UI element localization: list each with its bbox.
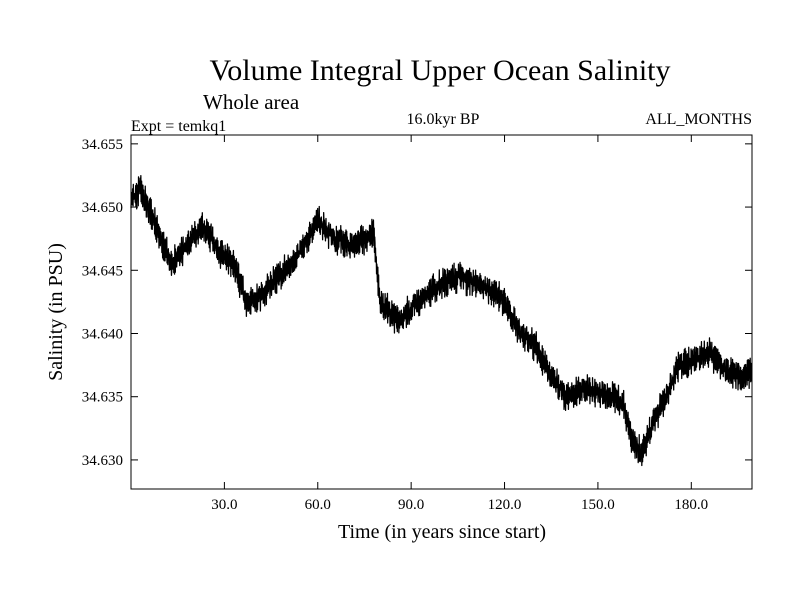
x-axis: 30.0 60.0 90.0 120.0 150.0 180.0 — [211, 135, 708, 513]
chart-title: Volume Integral Upper Ocean Salinity — [210, 54, 671, 87]
y-tick-label: 34.645 — [82, 263, 123, 279]
x-tick-label: 120.0 — [488, 497, 522, 513]
y-axis: 34.630 34.635 34.640 34.645 34.650 34.655 — [82, 137, 752, 469]
plot-area — [130, 134, 753, 490]
x-tick-label: 60.0 — [305, 497, 331, 513]
y-tick-label: 34.640 — [82, 326, 123, 342]
x-tick-label: 150.0 — [581, 497, 615, 513]
y-tick-label: 34.635 — [82, 390, 123, 406]
x-axis-label: Time (in years since start) — [338, 521, 546, 543]
months-label: ALL_MONTHS — [645, 111, 752, 128]
series-line-salinity — [130, 175, 753, 467]
y-axis-label: Salinity (in PSU) — [45, 243, 67, 381]
x-tick-label: 180.0 — [674, 497, 708, 513]
plot-frame — [130, 134, 753, 490]
y-tick-label: 34.655 — [82, 137, 123, 153]
x-tick-label: 30.0 — [211, 497, 237, 513]
experiment-label: Expt = temkq1 — [131, 118, 226, 135]
chart-subtitle: Whole area — [203, 90, 300, 114]
x-tick-label: 90.0 — [398, 497, 424, 513]
y-tick-label: 34.630 — [82, 453, 123, 469]
y-tick-label: 34.650 — [82, 200, 123, 216]
period-label: 16.0kyr BP — [407, 111, 480, 128]
